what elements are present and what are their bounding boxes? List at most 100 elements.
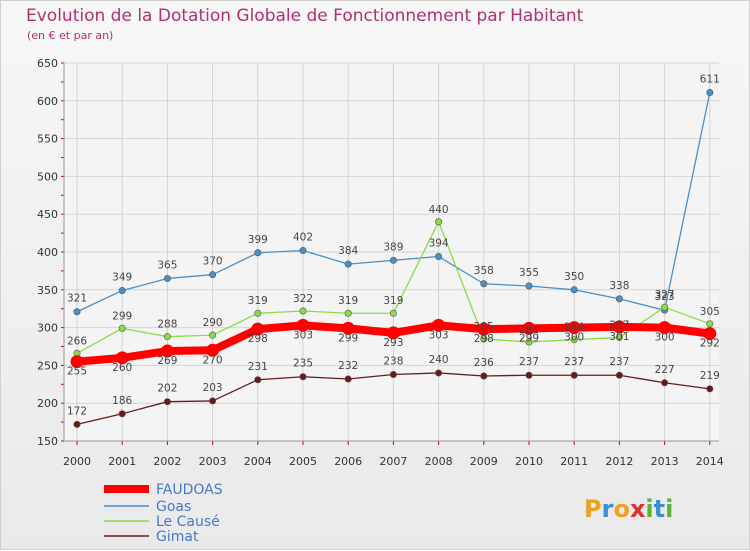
data-label-faudoas: 293 — [383, 337, 403, 349]
svg-text:Proxiti: Proxiti — [584, 495, 673, 523]
data-point-faudoas — [612, 320, 626, 334]
data-label-gimat: 237 — [609, 356, 629, 368]
data-label-gimat: 235 — [293, 358, 313, 370]
y-tick-label: 450 — [37, 208, 58, 221]
data-label-le-caus-: 319 — [248, 295, 268, 307]
data-point-le-caus- — [209, 331, 217, 339]
x-tick-label: 2005 — [289, 455, 317, 468]
data-point-le-caus- — [661, 303, 669, 311]
data-label-faudoas: 298 — [248, 333, 268, 345]
data-point-le-caus- — [163, 333, 171, 341]
data-point-faudoas — [567, 321, 581, 335]
data-point-goas — [389, 256, 397, 264]
data-point-faudoas — [477, 322, 491, 336]
data-label-goas: 355 — [519, 267, 539, 279]
data-point-le-caus- — [389, 309, 397, 317]
data-label-faudoas: 270 — [203, 354, 223, 366]
data-label-gimat: 172 — [67, 405, 87, 417]
data-point-gimat — [389, 370, 397, 378]
data-point-faudoas — [115, 351, 129, 365]
data-label-goas: 349 — [112, 272, 132, 284]
data-label-goas: 321 — [67, 293, 87, 305]
data-label-faudoas: 298 — [474, 333, 494, 345]
data-point-le-caus- — [299, 307, 307, 315]
data-point-faudoas — [296, 318, 310, 332]
data-point-le-caus- — [254, 309, 262, 317]
data-point-le-caus- — [570, 336, 578, 344]
data-label-faudoas: 292 — [700, 338, 720, 350]
x-tick-label: 2011 — [560, 455, 588, 468]
data-label-gimat: 203 — [203, 382, 223, 394]
data-label-gimat: 237 — [564, 356, 584, 368]
data-point-faudoas — [341, 321, 355, 335]
data-point-gimat — [480, 372, 488, 380]
data-label-goas: 323 — [655, 291, 675, 303]
data-point-gimat — [163, 398, 171, 406]
data-label-goas: 399 — [248, 234, 268, 246]
data-point-gimat — [661, 379, 669, 387]
data-label-goas: 611 — [700, 73, 720, 85]
data-point-gimat — [435, 369, 443, 377]
proxiti-logo: Proxiti — [584, 495, 673, 523]
data-point-le-caus- — [344, 309, 352, 317]
data-point-goas — [344, 260, 352, 268]
data-label-faudoas: 301 — [609, 331, 629, 343]
y-tick-label: 500 — [37, 170, 58, 183]
data-point-le-caus- — [706, 320, 714, 328]
data-label-le-caus-: 305 — [700, 306, 720, 318]
x-tick-label: 2012 — [605, 455, 633, 468]
data-label-gimat: 232 — [338, 360, 358, 372]
data-label-gimat: 219 — [700, 370, 720, 382]
data-point-goas — [615, 295, 623, 303]
data-label-faudoas: 255 — [67, 366, 87, 378]
data-point-gimat — [299, 373, 307, 381]
data-label-gimat: 236 — [474, 357, 494, 369]
data-point-faudoas — [703, 327, 717, 341]
data-point-goas — [299, 246, 307, 254]
data-point-goas — [254, 249, 262, 257]
data-point-gimat — [254, 376, 262, 384]
data-label-le-caus-: 288 — [157, 319, 177, 331]
data-label-le-caus-: 322 — [293, 293, 313, 305]
x-tick-label: 2013 — [651, 455, 679, 468]
x-tick-label: 2003 — [199, 455, 227, 468]
data-point-gimat — [525, 371, 533, 379]
data-point-goas — [525, 282, 533, 290]
data-point-goas — [435, 253, 443, 261]
data-label-gimat: 186 — [112, 395, 132, 407]
data-point-faudoas — [70, 355, 84, 369]
data-label-goas: 402 — [293, 231, 313, 243]
data-label-le-caus-: 299 — [112, 310, 132, 322]
data-label-le-caus-: 327 — [655, 289, 675, 301]
data-point-gimat — [706, 385, 714, 393]
data-label-le-caus-: 290 — [203, 317, 223, 329]
data-point-faudoas — [522, 321, 536, 335]
data-point-gimat — [209, 397, 217, 405]
legend-label-faudoas: FAUDOAS — [156, 482, 223, 498]
data-label-le-caus-: 266 — [67, 335, 87, 347]
data-label-gimat: 237 — [519, 356, 539, 368]
data-point-faudoas — [160, 344, 174, 358]
data-label-gimat: 202 — [157, 383, 177, 395]
x-tick-label: 2009 — [470, 455, 498, 468]
data-point-le-caus- — [435, 218, 443, 226]
y-tick-label: 300 — [37, 322, 58, 335]
y-tick-label: 650 — [37, 57, 58, 70]
data-point-goas — [163, 274, 171, 282]
y-tick-label: 400 — [37, 246, 58, 259]
y-tick-label: 200 — [37, 397, 58, 410]
data-point-gimat — [73, 420, 81, 428]
data-point-goas — [480, 280, 488, 288]
data-point-faudoas — [432, 318, 446, 332]
y-tick-label: 150 — [37, 435, 58, 448]
data-point-gimat — [615, 371, 623, 379]
data-label-gimat: 240 — [429, 354, 449, 366]
y-tick-label: 600 — [37, 95, 58, 108]
x-tick-label: 2010 — [515, 455, 543, 468]
data-label-le-caus-: 284 — [564, 322, 584, 334]
data-label-gimat: 227 — [655, 364, 675, 376]
data-label-goas: 384 — [338, 245, 358, 257]
legend-label-le-caus-: Le Causé — [156, 514, 220, 530]
